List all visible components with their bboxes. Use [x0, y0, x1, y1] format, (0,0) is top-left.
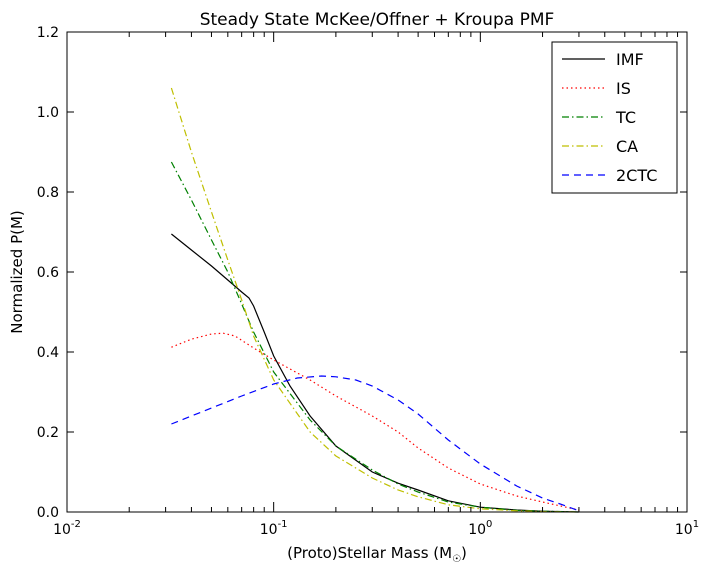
- series-line-2ctc: [171, 375, 580, 512]
- legend-label-imf: IMF: [616, 50, 644, 69]
- x-tick-label: 100: [468, 519, 492, 538]
- y-axis-label: Normalized P(M): [8, 210, 26, 334]
- x-tick-base: 10: [468, 522, 486, 538]
- x-tick-label: 10-1: [260, 519, 288, 538]
- ticks: [66, 31, 688, 513]
- x-tick-exp: 1: [693, 519, 699, 530]
- y-tick-label: 0.2: [37, 425, 59, 441]
- series-line-imf: [171, 233, 579, 513]
- y-tick-label: 0.4: [37, 345, 59, 361]
- x-tick-base: 10: [675, 522, 693, 538]
- y-tick-label: 0.0: [37, 505, 59, 521]
- x-axis-label: (Proto)Stellar Mass (M☉): [287, 544, 467, 565]
- x-axis-label-main: (Proto)Stellar Mass (M: [287, 544, 452, 562]
- series-line-is: [171, 332, 580, 511]
- legend-label-tc: TC: [615, 108, 636, 127]
- x-tick-label: 101: [675, 519, 699, 538]
- x-tick-label: 10-2: [53, 519, 81, 538]
- legend-box: [551, 41, 678, 194]
- series-line-ca: [170, 87, 579, 513]
- x-tick-base: 10: [53, 522, 71, 538]
- legend: IMF IS TC CA 2CTC: [551, 41, 678, 194]
- x-tick-base: 10: [260, 522, 278, 538]
- plot-lines: [170, 87, 580, 513]
- x-axis-label-sub: ☉: [452, 554, 461, 565]
- x-tick-exp: 0: [486, 519, 492, 530]
- tick-labels: 0.00.20.40.60.81.01.210-2 10-1 100 101: [37, 25, 699, 538]
- legend-label-ca: CA: [616, 137, 638, 156]
- legend-label-is: IS: [616, 79, 631, 98]
- y-tick-label: 1.2: [37, 25, 59, 41]
- series-line-tc: [170, 161, 579, 513]
- y-tick-label: 1.0: [37, 105, 59, 121]
- chart-title: Steady State McKee/Offner + Kroupa PMF: [200, 10, 555, 30]
- y-tick-label: 0.8: [37, 185, 59, 201]
- x-tick-exp: -1: [278, 519, 288, 530]
- legend-items: IMF IS TC CA 2CTC: [562, 50, 657, 185]
- y-tick-label: 0.6: [37, 265, 59, 281]
- x-tick-exp: -2: [71, 519, 81, 530]
- x-axis-label-close: ): [461, 544, 467, 562]
- legend-label-2ctc: 2CTC: [616, 166, 657, 185]
